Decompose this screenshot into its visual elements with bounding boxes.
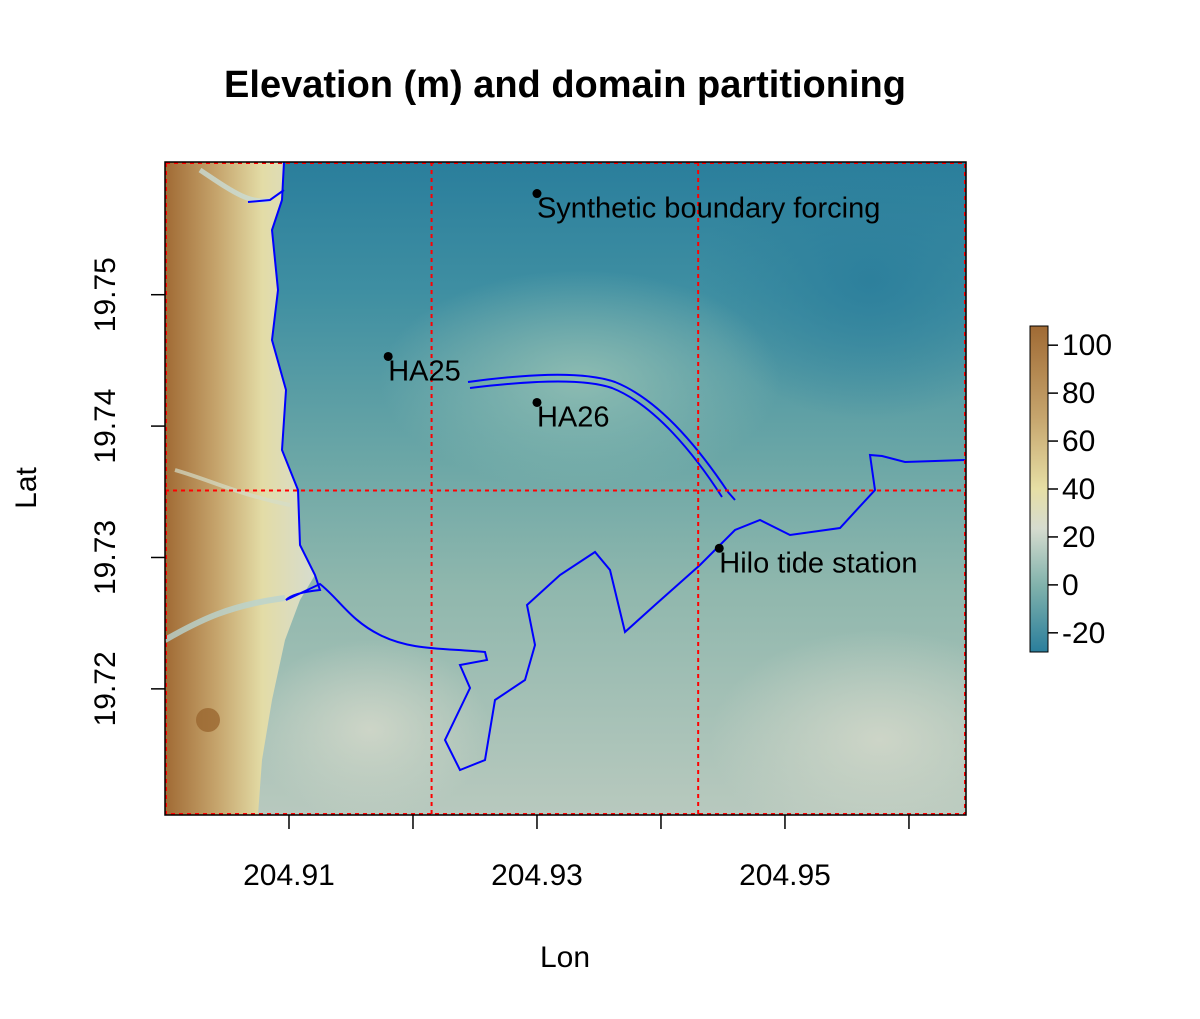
elevation-raster (165, 162, 966, 815)
colorbar-ramp (1029, 325, 1049, 653)
y-axis: 19.72 19.73 19.74 19.75 (89, 257, 165, 726)
land-area (165, 162, 315, 815)
coastline-main (270, 162, 966, 772)
colorbar-tick-label: -20 (1062, 617, 1105, 650)
station-marker (532, 189, 542, 199)
shallow-patch (710, 630, 966, 815)
x-tick-label: 204.93 (491, 859, 583, 892)
colorbar-tick-label: 20 (1062, 521, 1095, 554)
stream-channel-1 (165, 595, 286, 643)
y-axis-label: Lat (10, 466, 43, 508)
station-marker (532, 397, 542, 407)
coastline (247, 162, 966, 772)
domain-partition-lines (165, 162, 966, 815)
y-tick-label: 19.75 (89, 257, 122, 332)
shallow-patch-west (250, 640, 490, 815)
x-tick-label: 204.95 (739, 859, 831, 892)
station-label: HA25 (388, 355, 461, 387)
shoal-patch (380, 270, 780, 490)
coastline-north-stub (247, 189, 285, 203)
colorbar-tick-label: 40 (1062, 473, 1095, 506)
station-label: Synthetic boundary forcing (537, 193, 880, 225)
station-marker (714, 543, 724, 553)
crater-mound (196, 708, 220, 732)
colorbar-tick-label: 0 (1062, 569, 1079, 602)
station-label: HA26 (537, 401, 610, 433)
y-tick-label: 19.73 (89, 520, 122, 595)
colorbar-tick-label: 60 (1062, 425, 1095, 458)
partition-outline (165, 162, 966, 815)
station-label: Hilo tide station (719, 547, 917, 579)
colorbar-tick-label: 100 (1062, 329, 1112, 362)
stream-channel-3 (174, 468, 291, 507)
chart-title: Elevation (m) and domain partitioning (224, 64, 906, 106)
plot-frame (164, 161, 967, 816)
x-tick-label: 204.91 (243, 859, 335, 892)
breakwater (467, 373, 736, 501)
station-points: Synthetic boundary forcing HA25 HA26 Hilo t… (383, 189, 918, 579)
colorbar-ticks: -20 0 20 40 60 80 100 (1048, 329, 1112, 650)
y-tick-label: 19.74 (89, 389, 122, 464)
x-axis-label: Lon (540, 941, 590, 974)
colorbar-tick-label: 80 (1062, 377, 1095, 410)
y-tick-label: 19.72 (89, 651, 122, 726)
station-marker (383, 351, 393, 361)
colorbar: -20 0 20 40 60 80 100 (1029, 325, 1112, 653)
x-axis: 204.91 204.93 204.95 (243, 815, 910, 892)
